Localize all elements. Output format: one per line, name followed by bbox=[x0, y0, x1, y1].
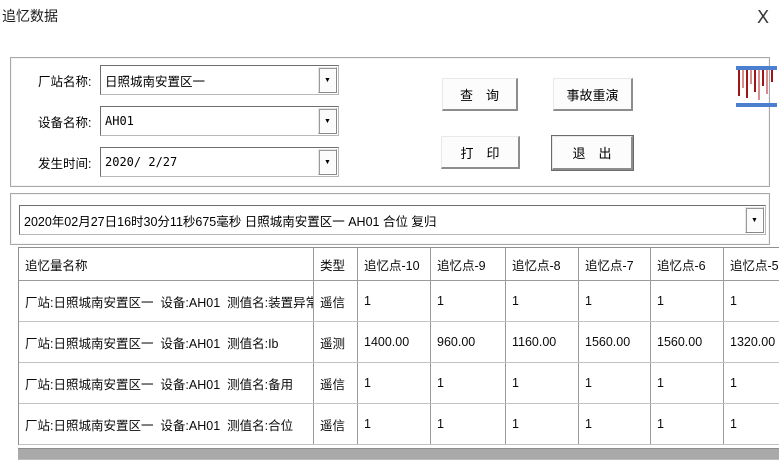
table-header-row: 追忆量名称 类型 追忆点-10 追忆点-9 追忆点-8 追忆点-7 追忆点-6 追忆点-5 bbox=[19, 248, 779, 281]
chevron-down-icon[interactable]: ▼ bbox=[318, 67, 337, 93]
column-header: 追忆点-9 bbox=[431, 248, 506, 280]
column-header: 追忆点-10 bbox=[358, 248, 431, 280]
window-title: 追忆数据 bbox=[2, 8, 58, 24]
value-cell: 1 bbox=[506, 363, 579, 403]
exit-button[interactable]: 退 出 bbox=[552, 136, 633, 170]
measurement-name-cell: 厂站:日照城南安置区一 设备:AH01 测值名:装置异常 bbox=[19, 281, 314, 321]
type-cell: 遥信 bbox=[314, 281, 358, 321]
value-cell: 960.00 bbox=[431, 322, 506, 362]
measurement-name-cell: 厂站:日照城南安置区一 设备:AH01 测值名:合位 bbox=[19, 404, 314, 444]
value-cell: 1 bbox=[724, 281, 779, 321]
recall-table-grid: 追忆量名称 类型 追忆点-10 追忆点-9 追忆点-8 追忆点-7 追忆点-6 追忆点-5 厂站… bbox=[18, 247, 779, 445]
value-cell: 1 bbox=[431, 404, 506, 444]
event-select[interactable]: 2020年02月27日16时30分11秒675毫秒 日照城南安置区一 AH01 … bbox=[19, 205, 766, 235]
value-cell: 1 bbox=[506, 281, 579, 321]
value-cell: 1 bbox=[431, 281, 506, 321]
column-header: 追忆量名称 bbox=[19, 248, 314, 280]
value-cell: 1 bbox=[358, 404, 431, 444]
device-field-row: 设备名称: AH01 ▼ bbox=[38, 106, 339, 136]
event-select-value: 2020年02月27日16时30分11秒675毫秒 日照城南安置区一 AH01 … bbox=[24, 214, 437, 229]
station-name-select[interactable]: 日照城南安置区一 ▼ bbox=[100, 65, 339, 95]
value-cell: 1 bbox=[651, 363, 724, 403]
value-cell: 1 bbox=[506, 404, 579, 444]
type-cell: 遥信 bbox=[314, 404, 358, 444]
device-name-value: AH01 bbox=[105, 114, 134, 128]
value-cell: 1 bbox=[724, 404, 779, 444]
column-header: 追忆点-5 bbox=[724, 248, 779, 280]
table-row[interactable]: 厂站:日照城南安置区一 设备:AH01 测值名:Ib 遥测 1400.00 960.0… bbox=[19, 322, 779, 363]
chevron-down-icon[interactable]: ▼ bbox=[318, 108, 337, 134]
value-cell: 1560.00 bbox=[651, 322, 724, 362]
waveform-icon bbox=[736, 64, 777, 109]
value-cell: 1 bbox=[579, 404, 651, 444]
event-groupbox bbox=[10, 193, 770, 245]
device-name-select[interactable]: AH01 ▼ bbox=[100, 106, 339, 136]
occur-time-value: 2020/ 2/27 bbox=[105, 155, 178, 169]
type-cell: 遥信 bbox=[314, 363, 358, 403]
device-name-label: 设备名称: bbox=[38, 115, 92, 130]
column-header: 追忆点-8 bbox=[506, 248, 579, 280]
chevron-down-icon[interactable]: ▼ bbox=[745, 207, 764, 233]
query-button[interactable]: 查 询 bbox=[442, 78, 518, 111]
value-cell: 1 bbox=[579, 281, 651, 321]
value-cell: 1 bbox=[724, 363, 779, 403]
measurement-name-cell: 厂站:日照城南安置区一 设备:AH01 测值名:Ib bbox=[19, 322, 314, 362]
close-icon[interactable]: X bbox=[756, 6, 770, 28]
replay-button[interactable]: 事故重演 bbox=[553, 78, 633, 111]
occur-time-label: 发生时间: bbox=[38, 156, 92, 171]
table-row[interactable]: 厂站:日照城南安置区一 设备:AH01 测值名:备用 遥信 1 1 1 1 1 1 bbox=[19, 363, 779, 404]
column-header: 追忆点-6 bbox=[651, 248, 724, 280]
query-groupbox bbox=[10, 57, 770, 187]
station-field-row: 厂站名称: 日照城南安置区一 ▼ bbox=[38, 65, 339, 95]
value-cell: 1 bbox=[651, 281, 724, 321]
value-cell: 1 bbox=[431, 363, 506, 403]
value-cell: 1 bbox=[358, 363, 431, 403]
value-cell: 1400.00 bbox=[358, 322, 431, 362]
chevron-down-icon[interactable]: ▼ bbox=[318, 149, 337, 175]
value-cell: 1560.00 bbox=[579, 322, 651, 362]
recall-table: 追忆量名称 类型 追忆点-10 追忆点-9 追忆点-8 追忆点-7 追忆点-6 追忆点-5 厂站… bbox=[18, 247, 779, 447]
table-row[interactable]: 厂站:日照城南安置区一 设备:AH01 测值名:装置异常 遥信 1 1 1 1 1 1 bbox=[19, 281, 779, 322]
print-button[interactable]: 打 印 bbox=[441, 136, 520, 169]
value-cell: 1320.00 bbox=[724, 322, 779, 362]
value-cell: 1160.00 bbox=[506, 322, 579, 362]
column-header: 追忆点-7 bbox=[579, 248, 651, 280]
table-row[interactable]: 厂站:日照城南安置区一 设备:AH01 测值名:合位 遥信 1 1 1 1 1 1 bbox=[19, 404, 779, 445]
measurement-name-cell: 厂站:日照城南安置区一 设备:AH01 测值名:备用 bbox=[19, 363, 314, 403]
value-cell: 1 bbox=[651, 404, 724, 444]
column-header: 类型 bbox=[314, 248, 358, 280]
occur-time-select[interactable]: 2020/ 2/27 ▼ bbox=[100, 147, 339, 177]
value-cell: 1 bbox=[358, 281, 431, 321]
station-name-value: 日照城南安置区一 bbox=[105, 74, 206, 89]
type-cell: 遥测 bbox=[314, 322, 358, 362]
horizontal-scrollbar[interactable] bbox=[18, 448, 779, 460]
date-field-row: 发生时间: 2020/ 2/27 ▼ bbox=[38, 147, 339, 177]
station-name-label: 厂站名称: bbox=[38, 74, 92, 89]
value-cell: 1 bbox=[579, 363, 651, 403]
